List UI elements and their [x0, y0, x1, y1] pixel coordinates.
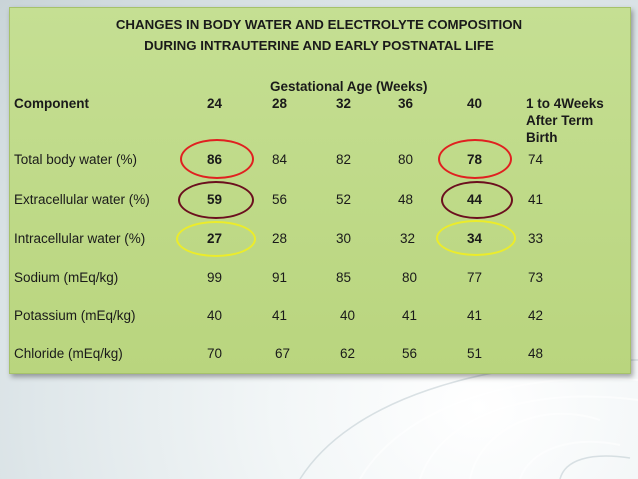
- row-label-intracellular-water: Intracellular water (%): [14, 231, 146, 246]
- cell-potassium-36: 41: [402, 308, 418, 323]
- row-label-sodium: Sodium (mEq/kg): [14, 270, 119, 285]
- column-header-postnatal-line1: 1 to 4Weeks: [526, 96, 604, 111]
- table-title-line2: DURING INTRAUTERINE AND EARLY POSTNATAL …: [144, 38, 494, 53]
- column-header-28: 28: [272, 96, 288, 111]
- cell-total-body-water-32: 82: [336, 152, 352, 167]
- table-title-line1: CHANGES IN BODY WATER AND ELECTROLYTE CO…: [115, 17, 523, 32]
- cell-total-body-water-40: 78: [467, 152, 483, 167]
- cell-sodium-36: 80: [402, 270, 418, 285]
- cell-sodium-24: 99: [207, 270, 223, 285]
- highlight-ring-44: [441, 181, 513, 219]
- cell-total-body-water-postnatal: 74: [528, 152, 544, 167]
- cell-chloride-32: 62: [340, 346, 356, 361]
- column-header-36: 36: [398, 96, 414, 111]
- cell-potassium-32: 40: [340, 308, 356, 323]
- cell-extracellular-water-24: 59: [207, 192, 223, 207]
- cell-potassium-28: 41: [272, 308, 288, 323]
- cell-extracellular-water-40: 44: [467, 192, 483, 207]
- column-header-component: Component: [14, 96, 89, 111]
- row-label-extracellular-water: Extracellular water (%): [14, 192, 150, 207]
- cell-chloride-40: 51: [467, 346, 483, 361]
- cell-sodium-40: 77: [467, 270, 483, 285]
- cell-extracellular-water-postnatal: 41: [528, 192, 544, 207]
- cell-intracellular-water-28: 28: [272, 231, 288, 246]
- cell-potassium-24: 40: [207, 308, 223, 323]
- cell-potassium-40: 41: [467, 308, 483, 323]
- cell-intracellular-water-24: 27: [207, 231, 223, 246]
- highlight-ring-34: [436, 220, 516, 256]
- cell-intracellular-water-36: 32: [400, 231, 416, 246]
- row-label-total-body-water: Total body water (%): [14, 152, 138, 167]
- column-header-postnatal-line2: After Term: [526, 113, 594, 128]
- cell-chloride-24: 70: [207, 346, 223, 361]
- highlight-ring-59: [178, 181, 254, 219]
- cell-intracellular-water-postnatal: 33: [528, 231, 544, 246]
- cell-sodium-32: 85: [336, 270, 352, 285]
- gestational-age-header: Gestational Age (Weeks): [270, 79, 428, 94]
- row-label-chloride: Chloride (mEq/kg): [14, 346, 123, 361]
- cell-chloride-28: 67: [275, 346, 291, 361]
- cell-intracellular-water-32: 30: [336, 231, 352, 246]
- column-header-40: 40: [467, 96, 483, 111]
- cell-potassium-postnatal: 42: [528, 308, 544, 323]
- cell-chloride-36: 56: [402, 346, 418, 361]
- highlight-ring-86: [180, 139, 254, 179]
- cell-total-body-water-24: 86: [207, 152, 223, 167]
- cell-total-body-water-36: 80: [398, 152, 414, 167]
- column-header-postnatal-line3: Birth: [526, 130, 558, 145]
- row-label-potassium: Potassium (mEq/kg): [14, 308, 136, 323]
- column-header-32: 32: [336, 96, 352, 111]
- cell-extracellular-water-32: 52: [336, 192, 352, 207]
- cell-extracellular-water-36: 48: [398, 192, 414, 207]
- cell-chloride-postnatal: 48: [528, 346, 544, 361]
- table-panel: [9, 7, 631, 374]
- cell-total-body-water-28: 84: [272, 152, 288, 167]
- cell-sodium-28: 91: [272, 270, 288, 285]
- column-header-24: 24: [207, 96, 223, 111]
- cell-intracellular-water-40: 34: [467, 231, 483, 246]
- cell-sodium-postnatal: 73: [528, 270, 544, 285]
- highlight-ring-78: [438, 139, 512, 179]
- cell-extracellular-water-28: 56: [272, 192, 288, 207]
- highlight-ring-27: [176, 221, 256, 257]
